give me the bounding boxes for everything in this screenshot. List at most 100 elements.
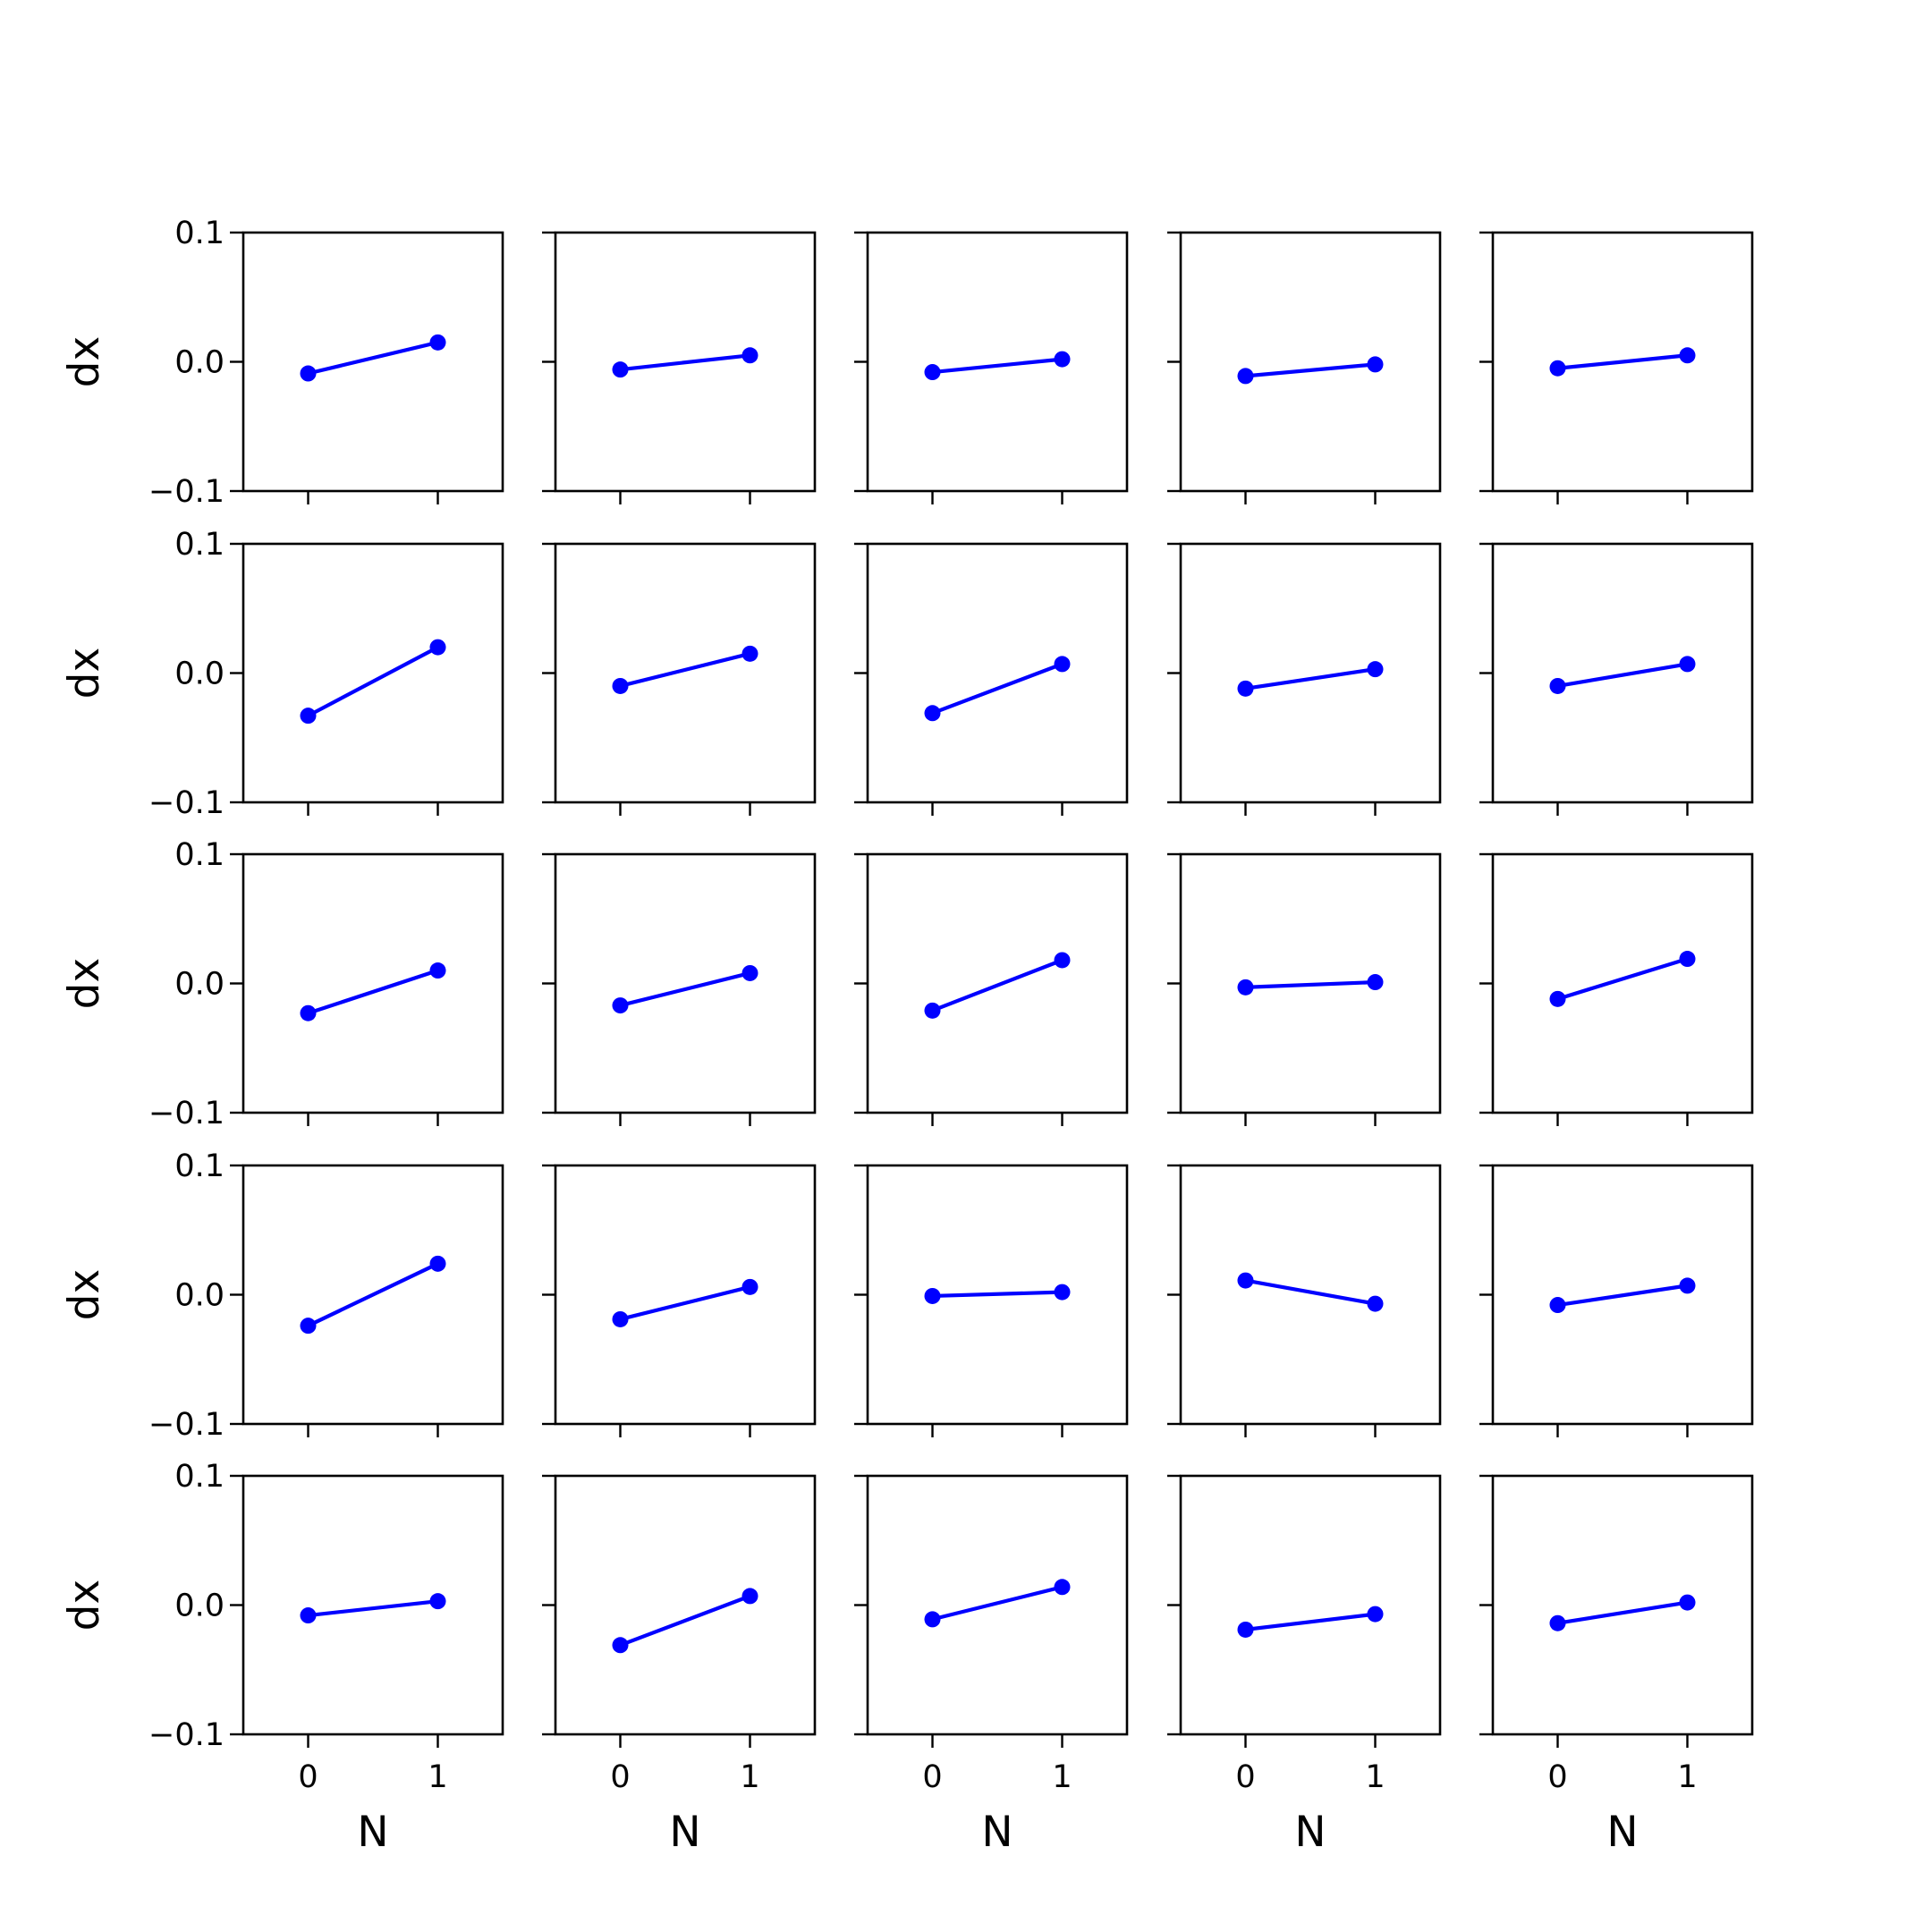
y-tick-label: −0.1 — [148, 474, 225, 510]
subplot-r1-c2 — [542, 231, 817, 504]
series-line — [620, 353, 750, 372]
data-point — [429, 334, 446, 351]
x-tick-label: 0 — [610, 1759, 630, 1795]
data-point — [1549, 990, 1566, 1007]
y-tick-label: −0.1 — [148, 1096, 225, 1131]
y-tick-label: 0.1 — [174, 1148, 225, 1184]
data-point — [1054, 1284, 1071, 1301]
x-axis-label: N — [1294, 1808, 1326, 1857]
y-axis-label: dx — [60, 648, 109, 699]
data-point — [741, 1278, 758, 1295]
x-axis-label: N — [669, 1808, 700, 1857]
x-tick-label: 0 — [298, 1759, 318, 1795]
y-axis-label: dx — [60, 1580, 109, 1631]
data-point — [429, 639, 446, 656]
y-tick-label: −0.1 — [148, 785, 225, 821]
data-point — [1054, 1579, 1071, 1596]
subplot-r3-c4 — [1167, 852, 1442, 1126]
series-line — [1245, 362, 1376, 378]
data-point — [300, 708, 317, 724]
data-point — [1054, 351, 1071, 368]
data-point — [924, 1002, 941, 1019]
data-point — [1237, 1272, 1254, 1289]
y-tick-label: 0.1 — [174, 216, 225, 251]
series-line — [307, 645, 439, 718]
subplot-r2-c5 — [1479, 542, 1754, 816]
series-line — [308, 340, 438, 376]
series-line — [307, 969, 439, 1015]
subplot-r1-c5 — [1479, 231, 1754, 504]
data-point — [300, 365, 317, 382]
subplot-r3-c2 — [542, 852, 817, 1126]
series-line — [1557, 353, 1688, 370]
series-line — [1557, 662, 1688, 689]
data-point — [1367, 661, 1384, 678]
data-point — [612, 1310, 629, 1327]
x-axis-label: N — [1606, 1808, 1638, 1857]
subplot-r5-c4: 0 1 N — [1167, 1474, 1442, 1857]
data-point — [429, 1593, 446, 1610]
data-point — [1549, 360, 1566, 377]
x-tick-label: 0 — [1547, 1759, 1567, 1795]
y-tick-label: 0.0 — [174, 657, 225, 692]
data-point — [1679, 1277, 1696, 1294]
series-line — [619, 970, 751, 1008]
subplot-r4-c3 — [854, 1164, 1129, 1437]
series-line — [1245, 979, 1376, 989]
subplot-r5-c3: 0 1 N — [854, 1474, 1129, 1857]
y-axis-label: dx — [60, 958, 109, 1010]
subplot-r5-c2: 0 1 N — [542, 1474, 817, 1857]
y-tick-label: 0.0 — [174, 1589, 225, 1624]
series-line — [1557, 1284, 1688, 1308]
data-point — [924, 1611, 941, 1628]
data-point — [1367, 1606, 1384, 1623]
subplot-r4-c5 — [1479, 1164, 1754, 1437]
x-axis-label: N — [981, 1808, 1013, 1857]
subplot-panels: −0.1 0.0 0.1 dx −0.1 0.0 0.1 dx −0.1 0.0 0.1 dx −0.1… — [60, 216, 1754, 1857]
subplot-r1-c4 — [1167, 231, 1442, 504]
y-tick-label: −0.1 — [148, 1717, 225, 1753]
data-point — [1679, 656, 1696, 673]
data-point — [924, 1287, 941, 1304]
subplot-r4-c1: −0.1 0.0 0.1 dx — [60, 1148, 504, 1443]
data-point — [1237, 1621, 1254, 1638]
series-line — [619, 1594, 751, 1648]
subplot-r2-c2 — [542, 542, 817, 816]
data-point — [1679, 951, 1696, 968]
series-line — [1556, 957, 1689, 1001]
data-point — [741, 645, 758, 662]
data-point — [924, 705, 941, 722]
data-point — [612, 997, 629, 1014]
subplot-r1-c1: −0.1 0.0 0.1 dx — [60, 216, 504, 510]
y-tick-label: 0.0 — [174, 1278, 225, 1314]
data-point — [924, 364, 941, 381]
subplot-r4-c2 — [542, 1164, 817, 1437]
x-tick-label: 0 — [1235, 1759, 1255, 1795]
subplot-r2-c3 — [854, 542, 1129, 816]
y-axis-label: dx — [60, 1269, 109, 1321]
data-point — [1054, 656, 1071, 673]
x-tick-label: 1 — [428, 1759, 447, 1795]
data-point — [1367, 1295, 1384, 1312]
series-line — [1245, 1278, 1376, 1306]
data-point — [612, 361, 629, 378]
series-line — [931, 662, 1063, 716]
series-line — [932, 357, 1063, 375]
data-point — [1679, 347, 1696, 364]
data-point — [1237, 368, 1254, 385]
data-point — [1054, 952, 1071, 969]
y-tick-label: 0.0 — [174, 345, 225, 381]
data-point — [741, 1588, 758, 1605]
y-tick-label: 0.1 — [174, 527, 225, 563]
series-line — [1245, 1612, 1376, 1632]
x-tick-label: 1 — [740, 1759, 759, 1795]
data-point — [300, 1607, 317, 1624]
data-point — [612, 677, 629, 694]
data-point — [741, 964, 758, 981]
y-tick-label: 0.1 — [174, 1459, 225, 1495]
subplot-r5-c5: 0 1 N — [1479, 1474, 1754, 1857]
subplot-r2-c4 — [1167, 542, 1442, 816]
data-point — [300, 1318, 317, 1335]
